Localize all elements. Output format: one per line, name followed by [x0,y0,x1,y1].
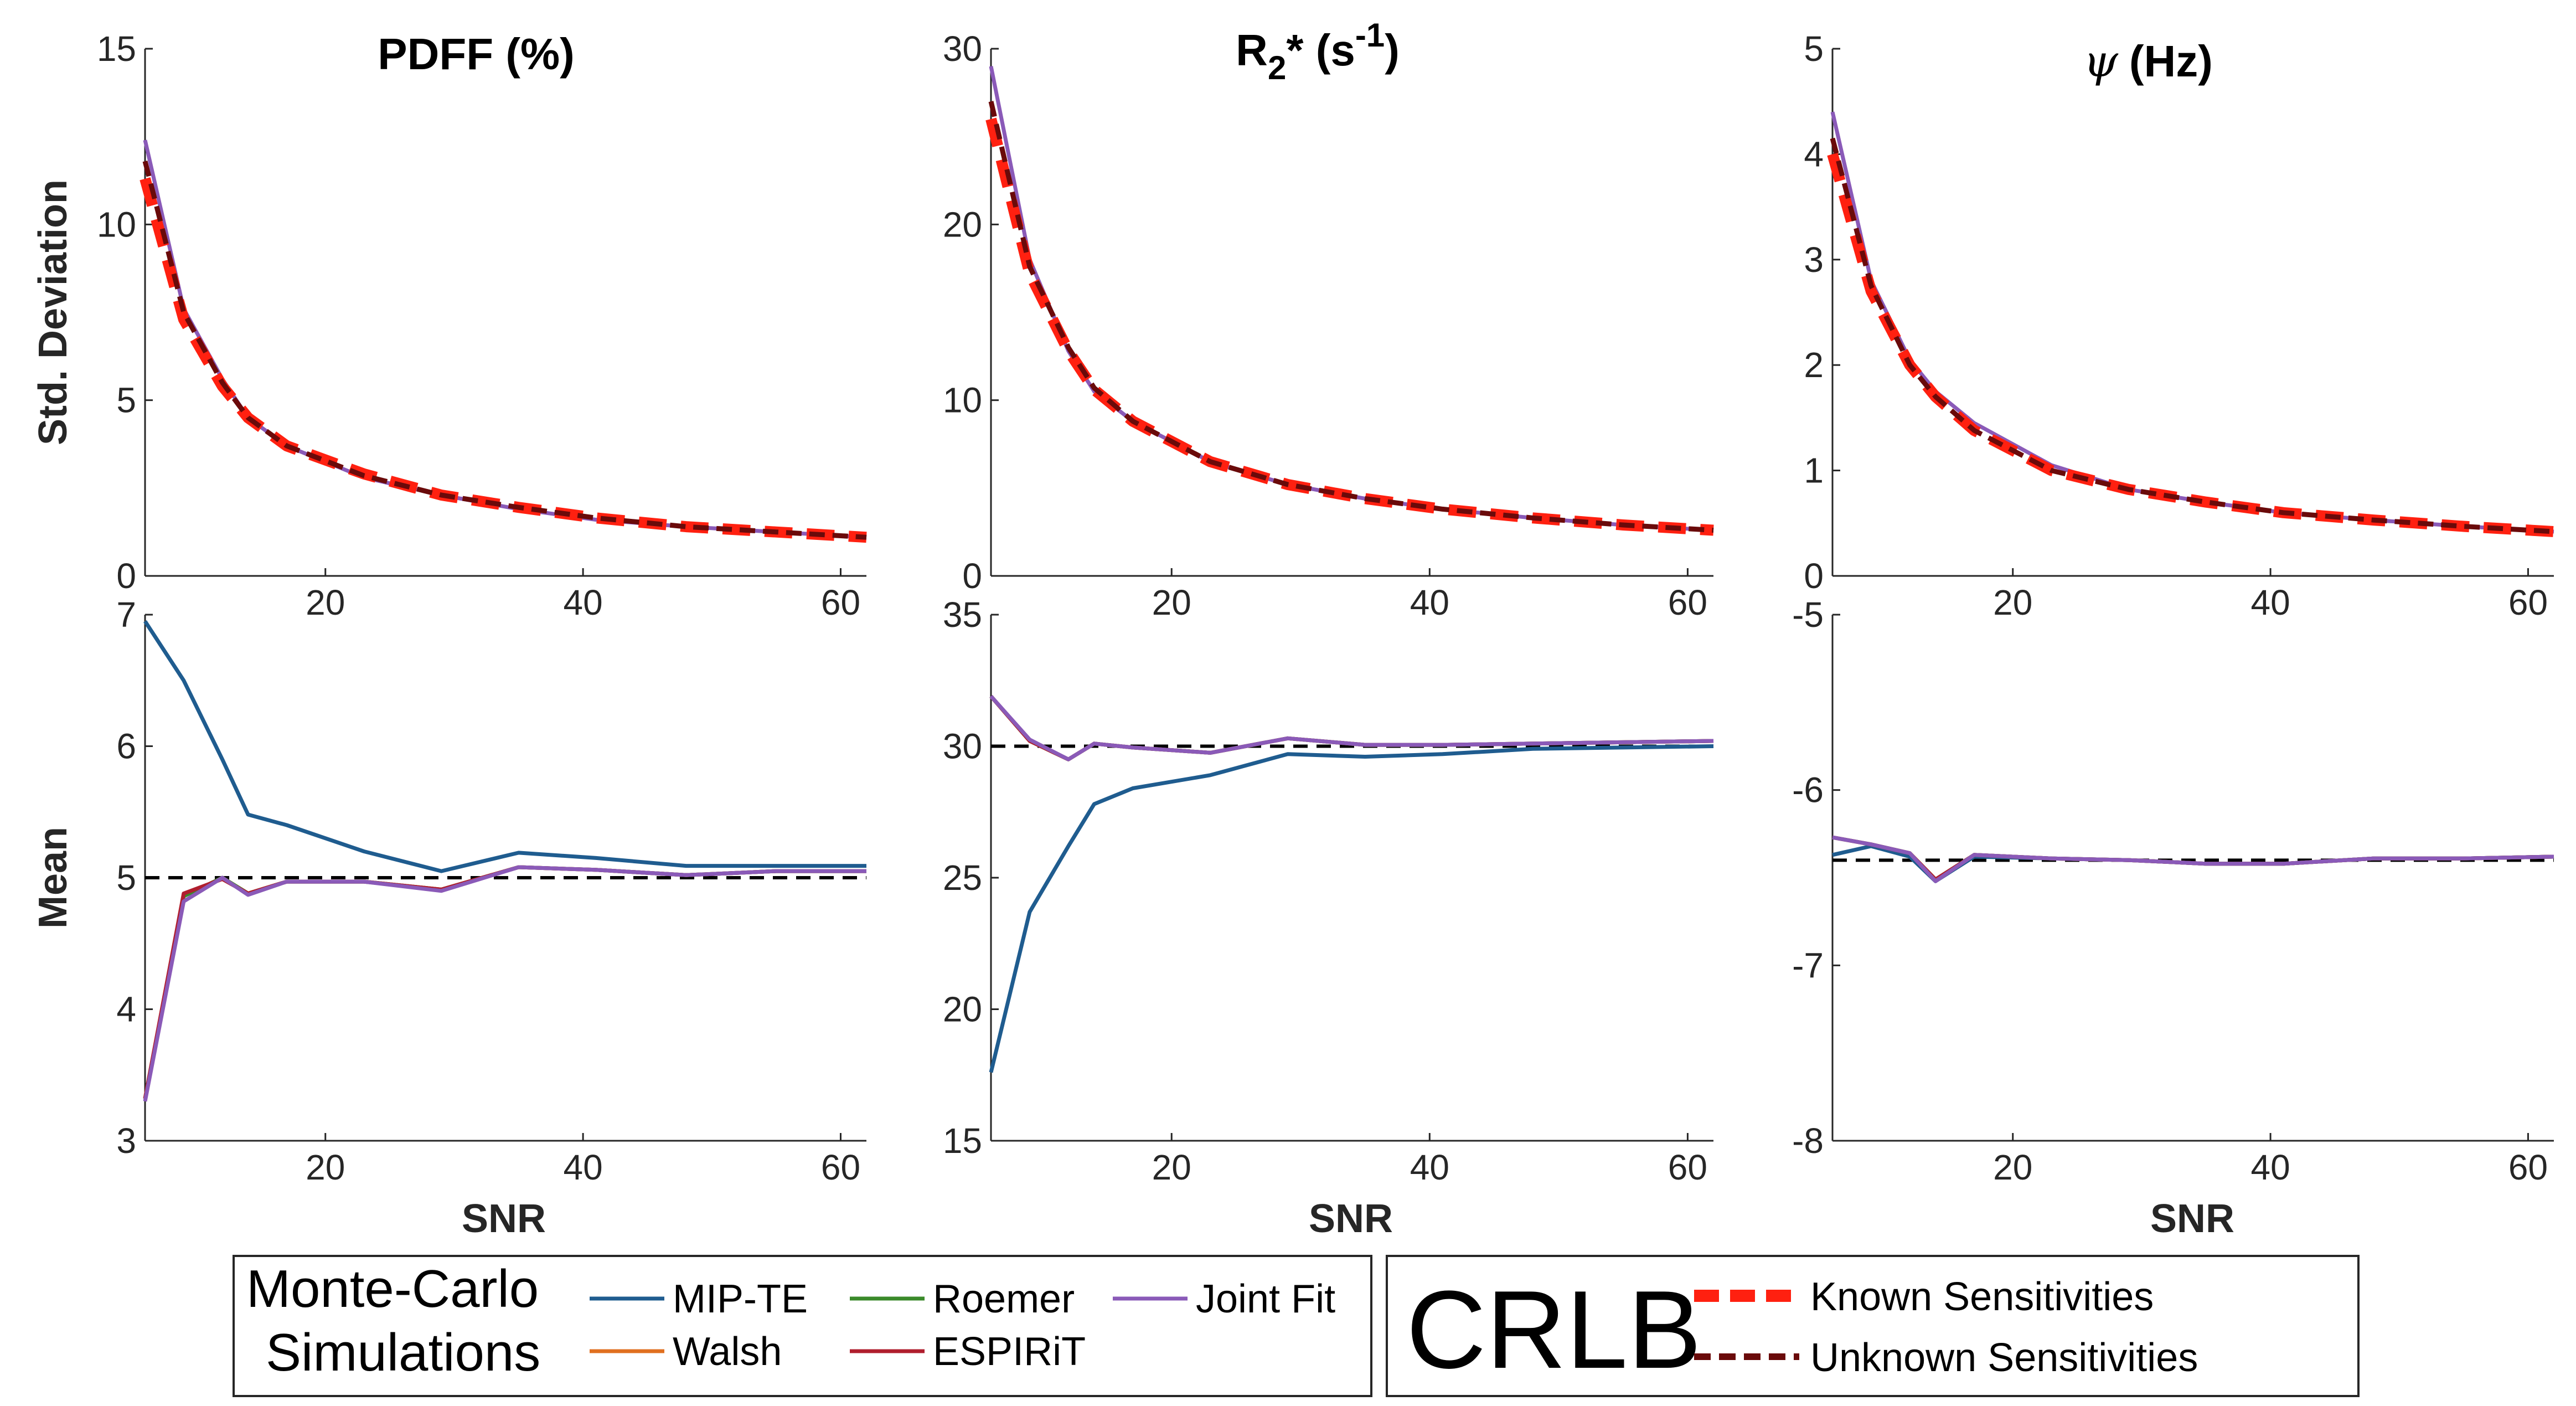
series-roemer-r2-mean [989,695,1714,761]
legend-right-title: CRLB [1406,1268,1702,1392]
legend-monte-carlo: Monte-Carlo Simulations MIP-TE Roemer Jo… [233,1255,1372,1397]
y-tick-label-r2-mean: 25 [943,858,982,898]
x-label-pdff: SNR [462,1197,546,1241]
y-tick-label-pdff-mean: 6 [116,727,136,766]
series-roemer-pdff-mean [143,865,866,1099]
x-tick-label-pdff-mean: 60 [821,1147,860,1187]
y-tick-label-r2-std: 20 [943,204,982,244]
x-tick-label-psi-mean: 40 [2251,1147,2290,1187]
y-tick-label-pdff-std: 5 [116,380,136,420]
y-tick-label-psi-mean: -7 [1792,945,1824,985]
x-tick-label-r2-std: 20 [1152,583,1191,622]
y-tick-label-psi-mean: -8 [1792,1121,1824,1161]
legend-left-title-2: Simulations [266,1323,540,1382]
y-tick-label-pdff-mean: 5 [116,858,136,898]
series-espirit-pdff-mean [143,865,866,1099]
y-tick-label-psi-mean: -6 [1792,770,1824,810]
legend-label-joint-fit: Joint Fit [1196,1277,1335,1321]
y-tick-label-r2-std: 10 [943,380,982,420]
series-joint-fit-pdff-std [143,140,867,539]
x-tick-label-r2-mean: 60 [1668,1147,1707,1187]
series-joint-fit-r2-mean [989,694,1714,761]
x-tick-label-psi-mean: 60 [2508,1147,2548,1187]
series-mip-te-pdff-mean [143,620,866,873]
column-titles: PDFF (%) R2* (s-1) ψ (Hz) [378,17,2213,87]
panel-pdff-mean: 3 4 5 6 7 20 40 60 Mean [31,595,866,1187]
y-tick-label-psi-std: 0 [1804,556,1824,596]
legend-label-espirit: ESPIRiT [933,1330,1086,1374]
y-tick-label-pdff-mean: 7 [116,595,136,635]
series-known-sensitivities-psi-std [1827,152,2554,537]
y-tick-label-psi-std: 5 [1804,29,1824,69]
legend-right-box [1386,1255,2360,1397]
y-tick-label-r2-std: 30 [943,29,982,69]
y-tick-label-pdff-std: 10 [97,204,136,244]
title-pdff: PDFF (%) [378,29,575,79]
series-joint-fit-r2-std [989,66,1714,532]
x-tick-label-pdff-std: 20 [306,583,345,622]
y-tick-label-r2-mean: 30 [943,727,982,766]
x-tick-label-r2-std: 40 [1410,583,1449,622]
series-joint-fit-psi-std [1830,111,2554,534]
legend-label-unknown: Unknown Sensitivities [1810,1336,2198,1380]
series-walsh-r2-mean [989,695,1714,761]
y-tick-label-r2-mean: 35 [943,595,982,635]
series-joint-fit-psi-mean [1832,835,2554,883]
y-tick-label-pdff-mean: 4 [116,990,136,1029]
x-tick-label-psi-std: 60 [2508,583,2548,622]
y-tick-label-psi-std: 1 [1804,451,1824,491]
legend-left-title-1: Monte-Carlo [246,1259,539,1319]
x-tick-label-psi-std: 20 [1993,583,2032,622]
series-unknown-sensitivities-pdff-std [142,160,867,540]
series-unknown-sensitivities-r2-std [988,101,1714,533]
x-tick-label-r2-std: 60 [1668,583,1707,622]
x-tick-label-pdff-mean: 40 [564,1147,603,1187]
legend-label-mip-te: MIP-TE [673,1277,808,1321]
y-tick-label-psi-std: 2 [1804,345,1824,385]
x-tick-label-psi-std: 40 [2251,583,2290,622]
y-tick-label-r2-std: 0 [962,556,982,596]
y-tick-label-psi-std: 4 [1804,134,1824,174]
series-mip-te-r2-mean [989,744,1714,1073]
y-tick-label-psi-std: 3 [1804,240,1824,280]
series-known-sensitivities-pdff-std [140,177,867,543]
legend-left-box [233,1255,1372,1397]
y-tick-label-r2-mean: 15 [943,1121,982,1161]
y-tick-label-pdff-std: 15 [97,29,136,69]
x-tick-label-pdff-std: 60 [821,583,860,622]
y-label-pdff-std: Std. Deviation [31,179,75,445]
y-tick-label-psi-mean: -5 [1792,595,1824,635]
y-label-pdff-mean: Mean [31,827,75,929]
x-tick-label-pdff-std: 40 [564,583,603,622]
x-axis-labels: SNR SNR SNR [462,1197,2234,1241]
panel-psi-std: 0 1 2 3 4 5 20 40 60 [1804,29,2554,622]
panel-psi-mean: -8 -7 -6 -5 20 40 60 [1792,595,2554,1187]
legend-label-roemer: Roemer [933,1277,1075,1321]
x-tick-label-pdff-mean: 20 [306,1147,345,1187]
x-label-psi: SNR [2150,1197,2234,1241]
title-psi: ψ (Hz) [2083,35,2213,87]
title-r2star: R2* (s-1) [1236,17,1400,86]
y-tick-label-pdff-std: 0 [116,556,136,596]
series-unknown-sensitivities-psi-std [1830,137,2554,534]
x-tick-label-r2-mean: 40 [1410,1147,1449,1187]
series-known-sensitivities-r2-std [985,117,1714,536]
legend-label-walsh: Walsh [673,1330,782,1374]
panel-pdff-std: 0 5 10 15 20 40 60 Std. Deviation [31,29,867,622]
x-tick-label-r2-mean: 20 [1152,1147,1191,1187]
legend-crlb: CRLB Known Sensitivities Unknown Sensiti… [1386,1255,2360,1397]
legend-label-known: Known Sensitivities [1810,1275,2154,1319]
panel-r2-std: 0 10 20 30 20 40 60 [943,29,1714,622]
series-walsh-pdff-mean [143,865,866,1099]
x-tick-label-psi-mean: 20 [1993,1147,2032,1187]
series-espirit-r2-mean [989,695,1714,761]
y-tick-label-r2-mean: 20 [943,990,982,1029]
panel-r2-mean: 15 20 25 30 35 20 40 60 [943,595,1714,1187]
x-label-r2: SNR [1309,1197,1393,1241]
y-tick-label-pdff-mean: 3 [116,1121,136,1161]
series-joint-fit-pdff-mean [143,865,866,1102]
